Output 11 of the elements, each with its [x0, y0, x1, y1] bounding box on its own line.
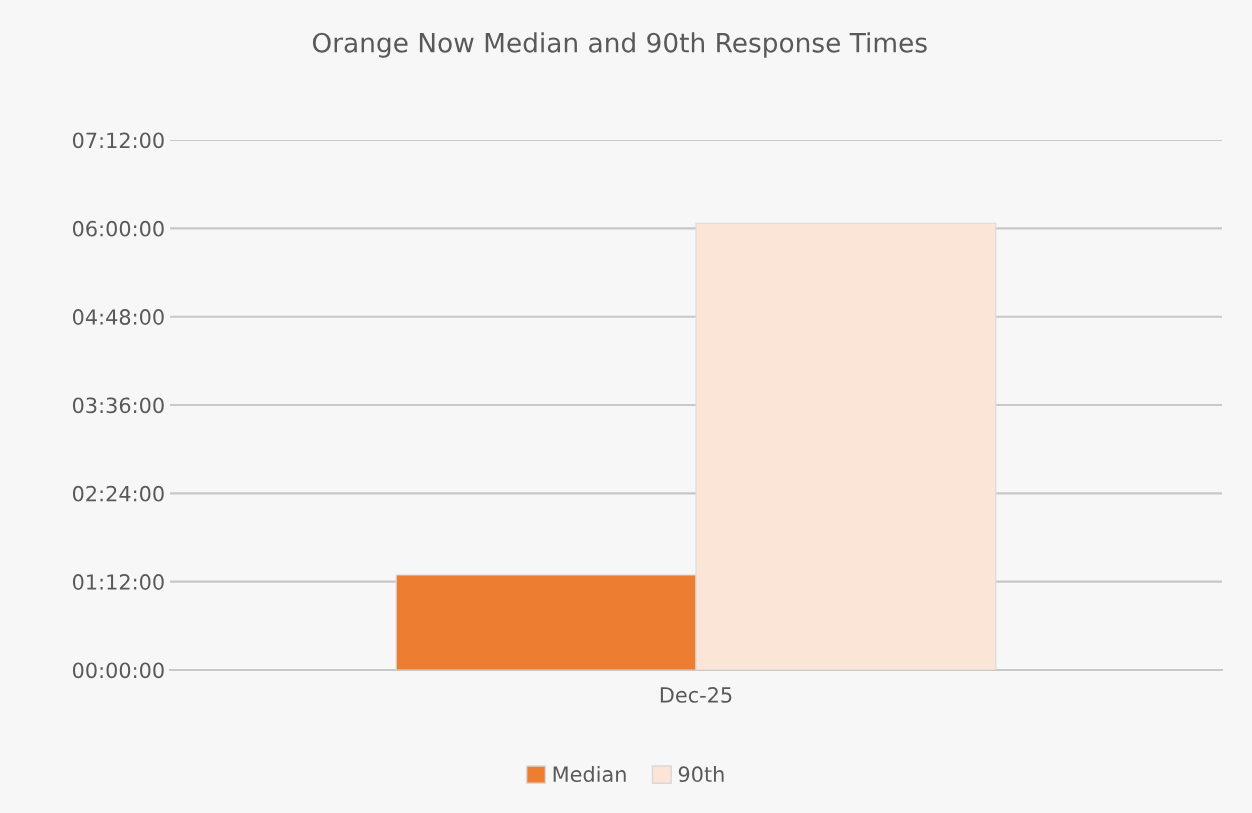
x-tick-label: Dec-25 [660, 687, 732, 703]
y-tick-label: 02:24:00 [72, 485, 164, 502]
y-tick-label: 04:48:00 [72, 309, 164, 325]
legend-label: 90th [678, 765, 724, 783]
y-tick-label: 06:00:00 [72, 220, 164, 237]
y-tick-label: 07:12:00 [72, 132, 164, 149]
y-tick-label: 01:12:00 [72, 574, 164, 590]
y-tick-label: 03:36:00 [72, 397, 164, 414]
y-tick-label: 00:00:00 [72, 662, 164, 679]
chart-title: Orange Now Median and 90th Response Times [312, 32, 927, 58]
legend-label: Median [553, 765, 626, 783]
